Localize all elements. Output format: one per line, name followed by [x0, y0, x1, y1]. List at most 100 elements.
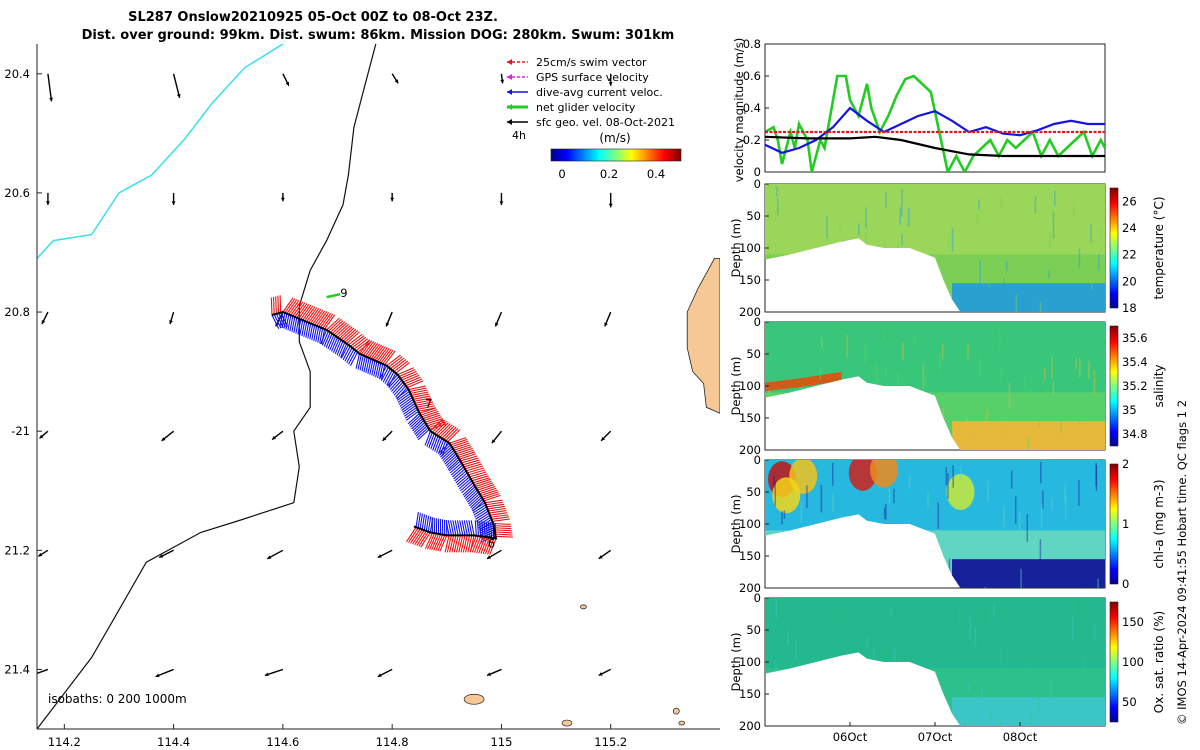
velocity-ytick-label: 0: [754, 165, 761, 179]
land-mass: [686, 258, 720, 414]
section-ytick-label: 150: [739, 411, 761, 425]
section-xtick-label: 07Oct: [918, 730, 953, 744]
track-vectors: [270, 295, 514, 555]
sfc-geo-vector: [604, 311, 612, 327]
colorbar-tick-label: 2: [1122, 457, 1129, 471]
section-ytick-label: 200: [739, 581, 761, 595]
track-map: 9 7 6 114.2 114.4 114.6 114.8 115 115.2 20.4 20.6…: [4, 44, 720, 749]
sfc-geo-vector: [41, 311, 49, 325]
legend-colorbar-tick-2: 0.4: [647, 167, 665, 181]
velocity-panel: 0 0.2 0.4 0.6 0.8 velocity magnitude (m/s): [732, 37, 1106, 183]
sfc-geo-vector: [172, 73, 181, 98]
island: [678, 720, 686, 726]
map-content: 9 7 6: [37, 44, 720, 729]
section-colorbar: [1109, 325, 1119, 447]
legend-colorbar-label: (m/s): [599, 131, 630, 145]
colorbar-tick-label: 34.8: [1122, 427, 1148, 441]
title-line-1: SL287 Onslow20210925 05-Oct 00Z to 08-Oc…: [128, 10, 498, 25]
sfc-geo-vector: [266, 549, 284, 560]
legend-label: sfc geo. vel. 08-Oct-2021: [536, 116, 675, 129]
colorbar-tick-label: 1: [1122, 517, 1129, 531]
colorbar-tick-label: 50: [1122, 695, 1137, 709]
colorbar-tick-label: 18: [1122, 301, 1137, 315]
section-ytick-label: 150: [739, 273, 761, 287]
colorbar-tick-label: 100: [1122, 655, 1144, 669]
sfc-geo-vector: [37, 668, 49, 675]
sfc-geo-vector: [486, 549, 502, 560]
section-ytick-label: 150: [739, 687, 761, 701]
sfc-geo-vector: [382, 430, 393, 442]
section-ytick-label: 0: [754, 315, 761, 329]
section-ytick-label: 50: [746, 209, 761, 223]
section-ytick-label: 100: [739, 655, 761, 669]
velocity-ytick-label: 0.4: [743, 101, 761, 115]
sfc-geo-vector: [608, 192, 613, 208]
sfc-geo-vector: [47, 73, 53, 102]
map-xtick-label: 114.2: [48, 735, 81, 749]
colorbar-tick-label: 35: [1122, 403, 1137, 417]
section-xtick-label: 06Oct: [833, 730, 868, 744]
velocity-ylabel: velocity magnitude (m/s): [732, 38, 746, 183]
sfc-geo-vector: [608, 73, 613, 86]
map-ytick-label: 20.4: [4, 67, 30, 81]
island: [561, 719, 573, 727]
legend-label: dive-avg current veloc.: [536, 86, 663, 99]
island: [580, 604, 587, 610]
sfc-geo-vector: [155, 668, 174, 678]
colorbar-tick-label: 35.6: [1122, 331, 1148, 345]
track-label: 7: [425, 396, 432, 410]
map-plot-area: [37, 44, 720, 729]
legend-label: net glider velocity: [536, 101, 636, 114]
map-xtick-label: 114.8: [376, 735, 409, 749]
sfc-geo-vector: [282, 73, 290, 87]
section-ytick-label: 0: [754, 453, 761, 467]
sfc-geo-vector: [500, 73, 505, 84]
velocity-ytick-label: 0.6: [743, 69, 761, 83]
sfc-geo-vector: [486, 668, 502, 677]
velocity-series-line: [765, 135, 1105, 158]
map-ytick-label: 20.6: [4, 186, 30, 200]
colorbar-tick-label: 24: [1122, 221, 1137, 235]
section-ytick-label: 200: [739, 719, 761, 733]
legend-item: 25cm/s swim vector: [507, 56, 647, 69]
sfc-geo-vector: [158, 549, 174, 559]
track-label: 9: [340, 286, 347, 300]
velocity-series: [765, 74, 1105, 172]
sfc-geo-vector: [264, 668, 284, 677]
isobath-1000: [37, 44, 377, 729]
legend-label: GPS surface velocity: [536, 71, 649, 84]
colorbar-tick-label: 26: [1122, 194, 1137, 208]
colorbar-label: temperature (°C): [1152, 197, 1166, 300]
sfc-geo-vector: [494, 311, 503, 327]
velocity-series-line: [765, 74, 1105, 172]
net-velocity-vector: [326, 292, 341, 299]
section-ytick-label: 0: [754, 177, 761, 191]
track-label: 6: [488, 536, 495, 550]
map-xtick-label: 115.2: [594, 735, 627, 749]
sfc-geo-vector: [390, 192, 395, 202]
velocity-ytick-label: 0.8: [743, 37, 761, 51]
colorbar-tick-label: 35.2: [1122, 379, 1148, 393]
colorbar-tick-label: 0: [1122, 577, 1129, 591]
sfc-geo-vector: [280, 192, 285, 202]
legend-item: net glider velocity: [507, 101, 636, 114]
legend-colorbar: [550, 148, 682, 162]
velocity-series-line: [765, 106, 1105, 154]
legend-item: sfc geo. vel. 08-Oct-2021: [507, 116, 675, 129]
map-xtick-label: 114.4: [157, 735, 190, 749]
map-ytick-label: 21.2: [4, 543, 30, 557]
legend-label: 25cm/s swim vector: [536, 56, 647, 69]
section-ylabel: Depth (m): [729, 633, 743, 692]
sfc-geo-vector: [598, 549, 612, 560]
colorbar-label: chl-a (mg m-3): [1152, 479, 1166, 568]
section-temperature-section: 0 50 100 150 200 Depth (m) 18 20 22 24 26 temperatu…: [729, 177, 1166, 319]
sfc-geo-vector: [600, 430, 612, 442]
colorbar-label: Ox. sat. ratio (%): [1152, 611, 1166, 713]
sfc-geo-vector: [171, 192, 176, 205]
sfc-geo-vector: [271, 430, 284, 441]
section-ytick-label: 200: [739, 305, 761, 319]
island: [672, 707, 680, 715]
section-ytick-label: 0: [754, 591, 761, 605]
